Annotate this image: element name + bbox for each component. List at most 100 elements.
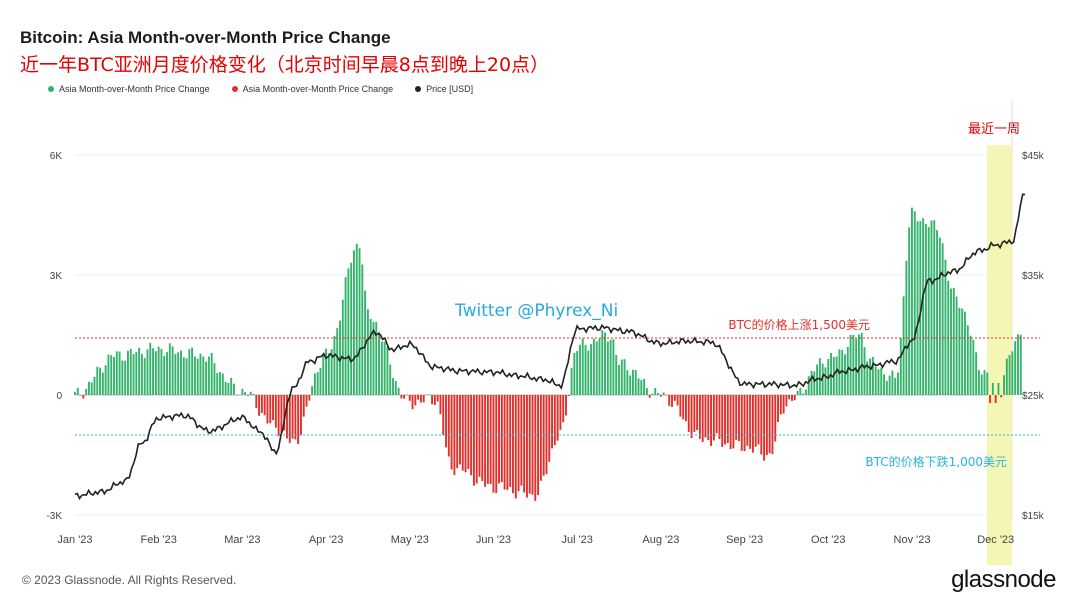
mom-bar bbox=[199, 353, 202, 395]
legend-item-negative[interactable]: Asia Month-over-Month Price Change bbox=[231, 84, 393, 94]
mom-bar bbox=[732, 395, 735, 449]
mom-bar bbox=[319, 367, 322, 395]
mom-bar bbox=[96, 366, 99, 395]
mom-bar bbox=[392, 378, 394, 395]
mom-bar bbox=[389, 364, 392, 395]
mom-bar bbox=[905, 260, 908, 395]
mom-bar bbox=[537, 395, 540, 496]
x-axis-tick: Jan '23 bbox=[57, 534, 92, 546]
mom-bar bbox=[874, 366, 877, 395]
mom-bar bbox=[615, 354, 618, 395]
mom-bar bbox=[693, 395, 696, 432]
mom-bar bbox=[595, 341, 598, 395]
mom-bar bbox=[687, 395, 690, 432]
mom-bar bbox=[445, 395, 447, 448]
mom-bar bbox=[322, 354, 325, 395]
mom-bar bbox=[177, 352, 180, 395]
mom-bar bbox=[757, 395, 760, 445]
mom-bar bbox=[302, 395, 305, 417]
mom-bar bbox=[127, 350, 129, 395]
mom-bar bbox=[726, 395, 729, 443]
mom-bar bbox=[682, 395, 685, 420]
mom-bar bbox=[788, 395, 791, 400]
mom-bar bbox=[841, 349, 844, 395]
mom-bar bbox=[205, 361, 208, 395]
mom-bar bbox=[668, 395, 671, 406]
mom-bar bbox=[701, 395, 704, 442]
mom-bar bbox=[386, 346, 389, 395]
mom-bar bbox=[489, 395, 492, 485]
mom-bar bbox=[871, 357, 874, 395]
mom-bar bbox=[796, 390, 799, 395]
x-axis-tick: Jun '23 bbox=[476, 534, 511, 546]
mom-bar bbox=[419, 395, 422, 403]
mom-bar bbox=[339, 320, 341, 395]
mom-bar bbox=[188, 349, 191, 395]
mom-bar bbox=[548, 395, 551, 462]
mom-bar bbox=[74, 391, 76, 395]
mom-bar bbox=[771, 395, 774, 455]
mom-bars bbox=[74, 207, 1022, 501]
mom-bar bbox=[216, 373, 219, 395]
mom-bar bbox=[512, 395, 514, 494]
mom-bar bbox=[565, 395, 567, 416]
mom-bar bbox=[461, 395, 464, 471]
mom-bar bbox=[930, 220, 933, 395]
mom-bar bbox=[1003, 375, 1005, 395]
mom-bar bbox=[260, 395, 263, 413]
mom-bar bbox=[980, 374, 983, 395]
mom-bar bbox=[740, 395, 743, 451]
mom-bar bbox=[272, 395, 274, 421]
mom-bar bbox=[249, 391, 252, 395]
mom-bar bbox=[484, 395, 487, 487]
mom-bar bbox=[855, 338, 858, 395]
mom-bar bbox=[634, 370, 637, 395]
mom-bar bbox=[341, 299, 344, 395]
mom-bar bbox=[182, 357, 185, 395]
mom-bar bbox=[160, 348, 163, 395]
mom-bar bbox=[690, 395, 693, 439]
mom-bar bbox=[472, 395, 475, 486]
mom-bar bbox=[938, 237, 941, 395]
mom-bar bbox=[913, 211, 916, 395]
mom-bar bbox=[286, 395, 288, 439]
recent-week-highlight bbox=[987, 145, 1012, 565]
mom-bar bbox=[492, 395, 495, 493]
mom-bar bbox=[922, 218, 925, 395]
mom-bar bbox=[598, 338, 601, 395]
mom-bar bbox=[90, 382, 93, 395]
mom-bar bbox=[372, 321, 375, 395]
legend-item-price[interactable]: Price [USD] bbox=[415, 84, 473, 94]
mom-bar bbox=[506, 395, 509, 490]
mom-bar bbox=[305, 395, 308, 407]
mom-bar bbox=[308, 395, 311, 401]
mom-bar bbox=[330, 349, 333, 395]
mom-bar bbox=[735, 395, 738, 440]
mom-bar bbox=[885, 381, 888, 395]
mom-bar bbox=[191, 347, 194, 395]
mom-bar bbox=[520, 395, 523, 486]
watermark-text: Twitter @Phyrex_Ni bbox=[454, 301, 618, 321]
mom-bar bbox=[933, 220, 936, 395]
mom-bar bbox=[888, 375, 891, 395]
legend-item-positive[interactable]: Asia Month-over-Month Price Change bbox=[48, 84, 210, 94]
mom-bar bbox=[844, 354, 846, 395]
mom-bar bbox=[924, 223, 927, 395]
mom-bar bbox=[436, 395, 439, 402]
mom-bar bbox=[380, 341, 383, 395]
mom-bar bbox=[394, 380, 397, 395]
mom-bar bbox=[523, 395, 526, 493]
mom-bar bbox=[654, 388, 657, 395]
mom-bar bbox=[255, 395, 258, 409]
x-axis-tick: Aug '23 bbox=[642, 534, 679, 546]
mom-bar bbox=[297, 395, 300, 444]
mom-bar bbox=[955, 296, 958, 395]
mom-bar bbox=[857, 334, 860, 395]
mom-bar bbox=[531, 395, 534, 495]
mom-bar bbox=[149, 342, 152, 395]
mom-bar bbox=[442, 395, 445, 436]
mom-bar bbox=[202, 356, 205, 395]
reference-lines bbox=[75, 337, 1040, 436]
mom-bar bbox=[146, 349, 149, 395]
mom-bar bbox=[746, 395, 749, 446]
